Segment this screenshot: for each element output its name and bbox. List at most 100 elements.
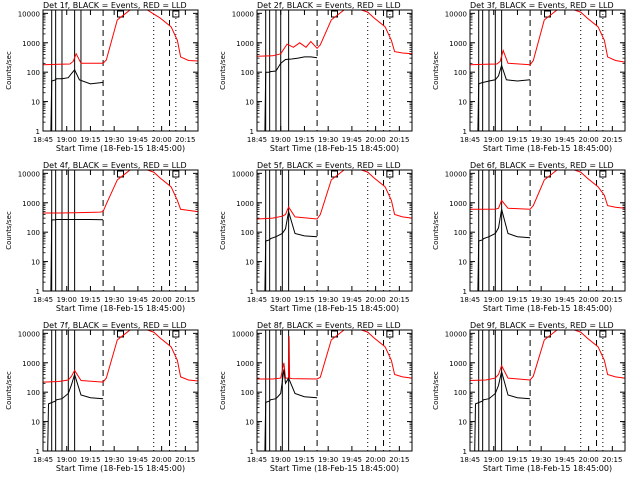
- x-tick-label: 19:15: [80, 136, 100, 144]
- y-axis-label: Counts/sec: [432, 371, 440, 410]
- x-tick-label: 19:45: [128, 296, 148, 304]
- y-axis-label: Counts/sec: [432, 211, 440, 250]
- x-tick-label: 20:15: [175, 456, 195, 464]
- events-series-line: [47, 372, 104, 451]
- events-series-line: [264, 211, 318, 291]
- x-tick-label: 18:45: [33, 296, 53, 304]
- y-tick-label: 100: [454, 389, 467, 397]
- plot-frame: [42, 169, 199, 292]
- y-tick-label: 10000: [18, 10, 40, 18]
- y-tick-label: 1: [463, 288, 467, 296]
- panel-9: Det 9f, BLACK = Events, RED = LLD 1 10 100 1…: [432, 321, 626, 473]
- x-tick-label: 19:45: [555, 296, 575, 304]
- events-series-line: [50, 68, 104, 131]
- x-axis-label: Start Time (18-Feb-15 18:45:00): [483, 304, 612, 313]
- lld-series-line: [43, 330, 198, 383]
- y-tick-label: 10000: [445, 170, 467, 178]
- y-tick-label: 1000: [236, 200, 254, 208]
- y-tick-label: 10000: [445, 330, 467, 338]
- x-tick-label: 20:15: [389, 296, 409, 304]
- events-series-line: [474, 371, 531, 451]
- x-tick-label: 18:45: [247, 456, 267, 464]
- y-axis-label: Counts/sec: [5, 51, 13, 90]
- panel-4: Det 4f, BLACK = Events, RED = LLD 1 10 100 1…: [5, 161, 199, 313]
- plot-frame: [469, 9, 626, 132]
- y-tick-label: 1000: [236, 360, 254, 368]
- x-tick-label: 18:45: [460, 456, 480, 464]
- x-tick-label: 19:30: [318, 456, 338, 464]
- plot-area: [257, 10, 412, 131]
- x-tick-label: 19:45: [555, 136, 575, 144]
- y-tick-label: 10000: [18, 330, 40, 338]
- y-tick-label: 1: [36, 448, 40, 456]
- panel-title: Det 2f, BLACK = Events, RED = LLD: [257, 1, 401, 10]
- x-tick-label: 19:45: [342, 456, 362, 464]
- x-tick-label: 20:15: [602, 456, 622, 464]
- x-tick-label: 18:45: [33, 456, 53, 464]
- x-tick-label: 18:45: [33, 136, 53, 144]
- y-tick-label: 100: [27, 229, 40, 237]
- x-tick-label: 19:00: [57, 136, 77, 144]
- y-tick-label: 10: [31, 419, 40, 427]
- plot-frame: [256, 329, 413, 452]
- x-tick-label: 20:00: [579, 456, 599, 464]
- panel-title: Det 8f, BLACK = Events, RED = LLD: [257, 321, 401, 330]
- y-tick-label: 10000: [18, 170, 40, 178]
- y-tick-label: 10: [245, 99, 254, 107]
- x-tick-label: 19:45: [342, 136, 362, 144]
- x-tick-label: 19:00: [484, 456, 504, 464]
- x-tick-label: 19:30: [318, 136, 338, 144]
- top-square-marker: [386, 10, 394, 18]
- plot-frame: [42, 329, 199, 452]
- x-tick-label: 19:45: [128, 456, 148, 464]
- x-tick-label: 20:15: [602, 136, 622, 144]
- panel-title: Det 4f, BLACK = Events, RED = LLD: [43, 161, 187, 170]
- plot-area: [470, 170, 625, 291]
- top-square-marker: [386, 330, 394, 338]
- panel-title: Det 3f, BLACK = Events, RED = LLD: [470, 1, 614, 10]
- lld-series-line: [43, 10, 198, 66]
- x-tick-label: 20:00: [152, 296, 172, 304]
- y-axis-label: Counts/sec: [5, 211, 13, 250]
- x-axis-label: Start Time (18-Feb-15 18:45:00): [270, 464, 399, 473]
- plot-frame: [42, 9, 199, 132]
- plot-area: [470, 330, 625, 451]
- y-tick-label: 100: [27, 69, 40, 77]
- x-tick-label: 20:00: [152, 456, 172, 464]
- x-axis-label: Start Time (18-Feb-15 18:45:00): [483, 464, 612, 473]
- x-tick-label: 19:00: [271, 296, 291, 304]
- x-axis-label: Start Time (18-Feb-15 18:45:00): [56, 144, 185, 153]
- plot-area: [43, 10, 198, 131]
- x-tick-label: 19:30: [531, 456, 551, 464]
- x-tick-label: 18:45: [460, 136, 480, 144]
- y-tick-label: 1000: [22, 40, 40, 48]
- panel-1: Det 1f, BLACK = Events, RED = LLD 1 10 100 1…: [5, 1, 199, 153]
- plot-area: [257, 330, 412, 451]
- y-tick-label: 100: [454, 229, 467, 237]
- plot-frame: [469, 329, 626, 452]
- x-tick-label: 19:15: [294, 136, 314, 144]
- x-tick-label: 19:15: [80, 456, 100, 464]
- top-square-marker: [172, 10, 180, 18]
- x-axis-label: Start Time (18-Feb-15 18:45:00): [56, 464, 185, 473]
- x-tick-label: 20:15: [175, 136, 195, 144]
- y-tick-label: 1: [463, 448, 467, 456]
- y-tick-label: 1: [250, 128, 254, 136]
- top-square-marker: [599, 170, 607, 178]
- x-tick-label: 19:45: [342, 296, 362, 304]
- plot-area: [43, 330, 198, 451]
- plot-frame: [469, 169, 626, 292]
- y-tick-label: 1000: [236, 40, 254, 48]
- plot-area: [470, 10, 625, 131]
- x-tick-label: 19:30: [531, 136, 551, 144]
- y-tick-label: 1000: [449, 40, 467, 48]
- x-tick-label: 19:00: [271, 136, 291, 144]
- panel-2: Det 2f, BLACK = Events, RED = LLD 1 10 100 1…: [219, 1, 413, 153]
- lld-series-line: [257, 330, 412, 380]
- y-tick-label: 10000: [232, 330, 254, 338]
- x-tick-label: 19:15: [507, 136, 527, 144]
- x-tick-label: 18:45: [247, 296, 267, 304]
- y-tick-label: 10: [458, 419, 467, 427]
- y-tick-label: 100: [241, 229, 254, 237]
